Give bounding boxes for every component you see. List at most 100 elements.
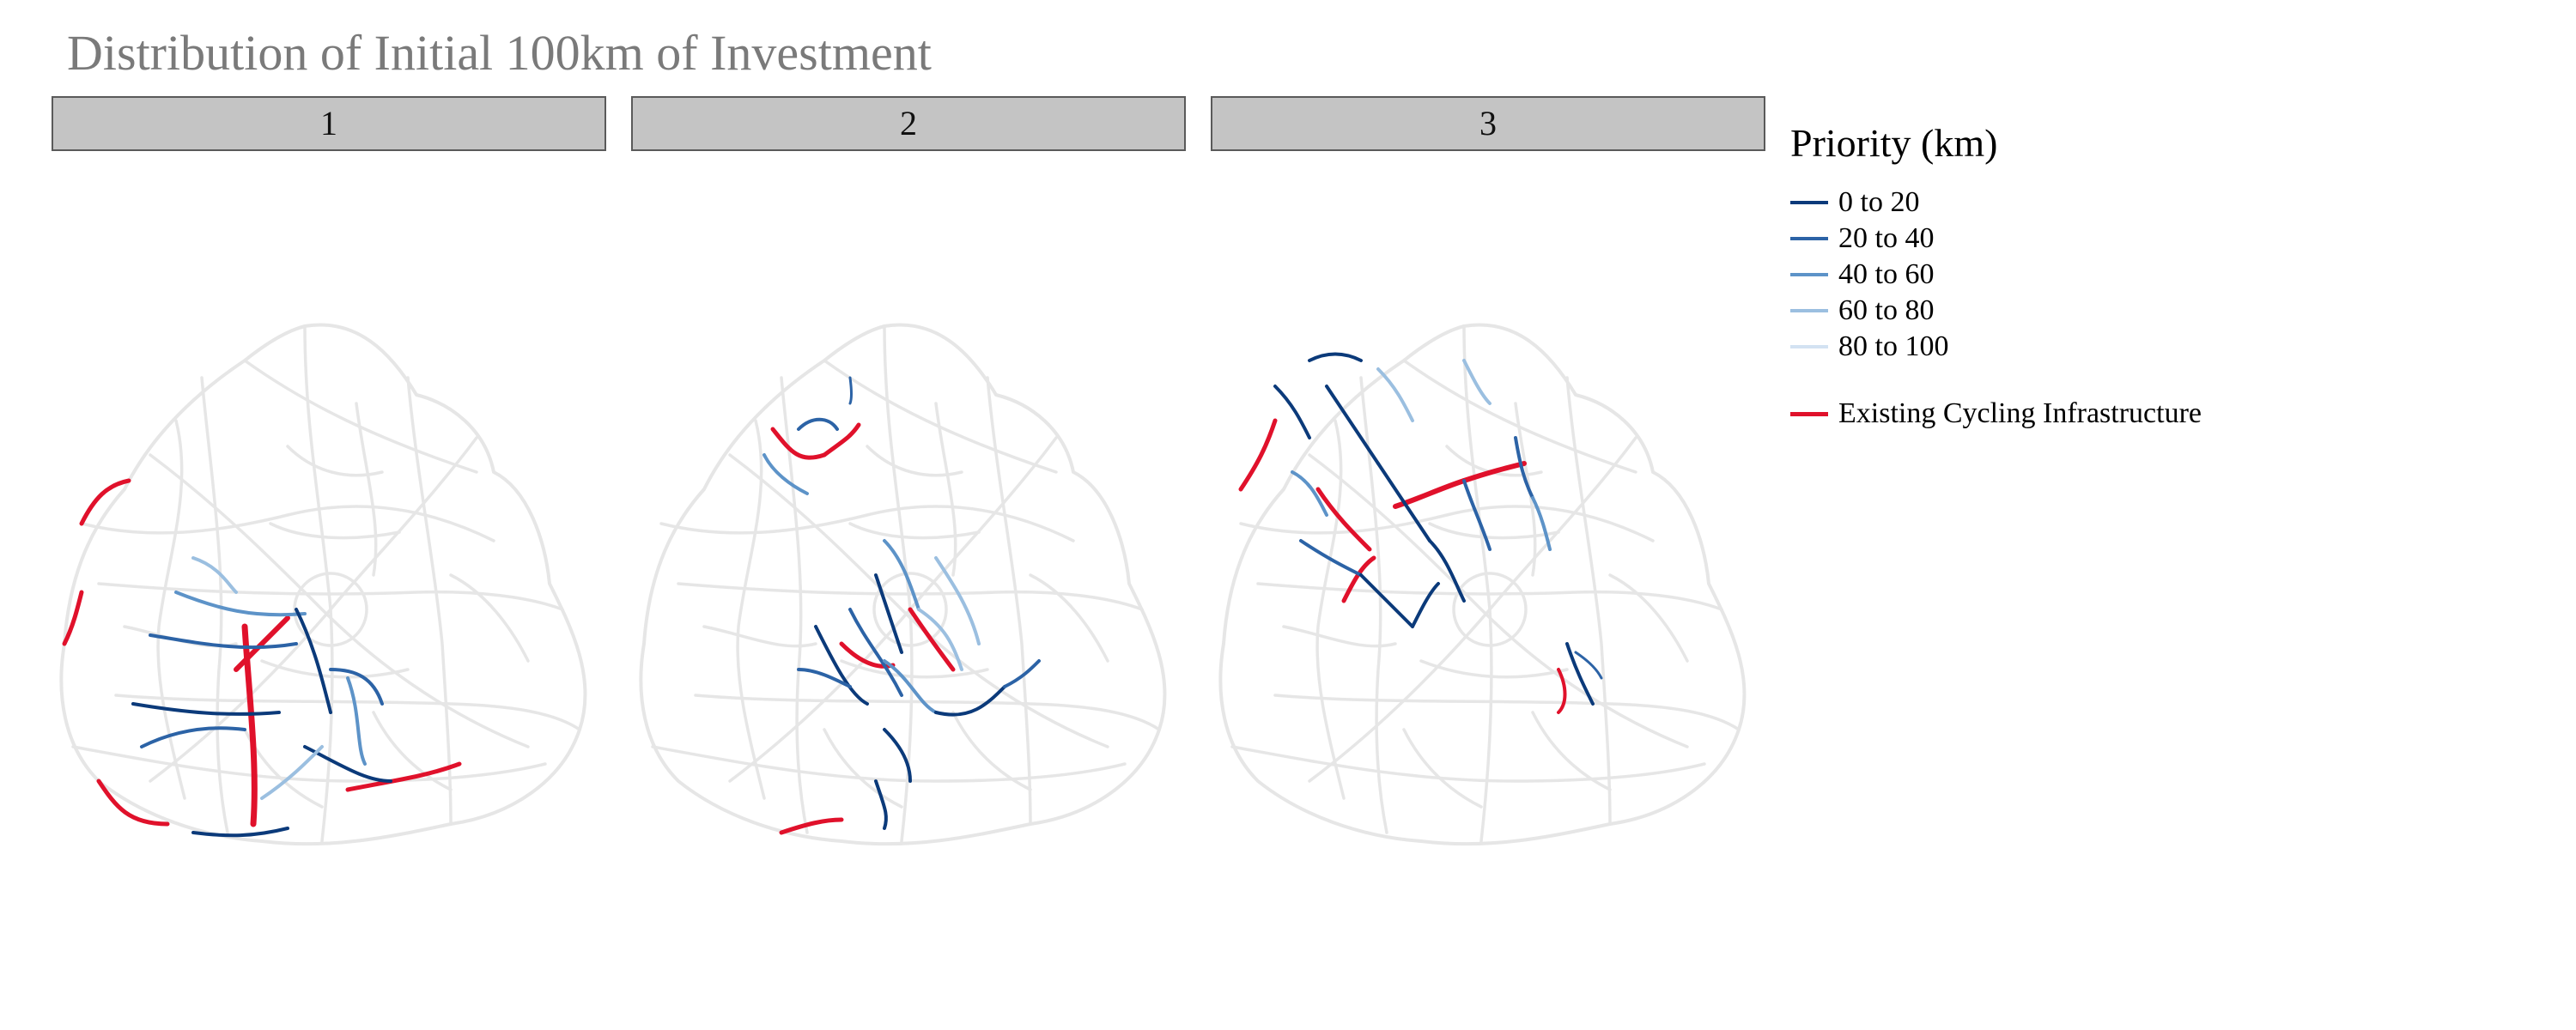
priority-route (191, 827, 289, 838)
network-road (848, 522, 981, 540)
network-road (1273, 694, 1741, 731)
existing-route (96, 779, 170, 827)
priority-route (797, 417, 839, 431)
network-road (97, 582, 564, 611)
network-road (702, 625, 817, 648)
priority-route (295, 608, 332, 714)
legend: Priority (km) 0 to 20 20 to 40 40 to 60 … (1790, 120, 2494, 432)
priority-route (329, 668, 384, 706)
network-boundary (639, 323, 1167, 846)
network-road (71, 745, 547, 783)
existing-route (770, 427, 827, 460)
network-road (1565, 376, 1612, 826)
network-road (1256, 582, 1723, 611)
priority-route (174, 591, 307, 617)
legend-label: 20 to 40 (1838, 222, 1935, 254)
priority-route (848, 376, 853, 405)
existing-route (1315, 487, 1372, 552)
legend-swatch (1790, 309, 1828, 312)
network-road (1230, 745, 1706, 783)
existing-route (908, 607, 956, 672)
legend-swatch (1790, 345, 1828, 348)
network-road (149, 453, 530, 748)
priority-route (1291, 470, 1328, 517)
existing-route (79, 478, 131, 526)
priority-route (1308, 352, 1363, 362)
priority-route (1428, 539, 1466, 603)
priority-route (1273, 385, 1311, 439)
network-road (1531, 711, 1612, 791)
network-road (951, 711, 1032, 791)
network-road (260, 659, 410, 679)
legend-item-existing: Existing Cycling Infrastructure (1790, 396, 2494, 432)
priority-route (1376, 367, 1414, 422)
existing-route (345, 761, 462, 792)
priority-route (883, 728, 912, 783)
priority-route (1325, 385, 1380, 465)
priority-route (191, 556, 238, 594)
legend-label: 0 to 20 (1838, 186, 1920, 218)
network-road (449, 573, 530, 663)
existing-route (1238, 418, 1278, 492)
network-road (1029, 573, 1109, 663)
network-road (1462, 324, 1493, 843)
network-road (1419, 659, 1569, 679)
existing-route (234, 615, 290, 672)
priority-route (1299, 539, 1363, 577)
network-boundary (59, 323, 587, 846)
network-road (823, 359, 1058, 474)
network-road (1452, 572, 1528, 647)
priority-route (1574, 651, 1603, 680)
legend-label: Existing Cycling Infrastructure (1838, 397, 2202, 429)
network-road (286, 445, 384, 477)
legend-item-20-40: 20 to 40 (1790, 221, 2494, 257)
priority-route (1462, 359, 1492, 405)
network-road (1608, 573, 1689, 663)
priority-route (260, 745, 324, 800)
priority-route (149, 633, 298, 650)
network-road (355, 402, 378, 577)
existing-route (779, 817, 844, 835)
existing-route (839, 641, 896, 669)
network-road (986, 376, 1032, 826)
network-road (1402, 359, 1637, 474)
priority-route (917, 608, 963, 671)
priority-route (883, 659, 938, 714)
network-road (872, 572, 948, 647)
network-road (80, 505, 495, 542)
network-road (372, 711, 453, 791)
map-panel-3 (1218, 323, 1747, 846)
map-panel-1 (59, 323, 587, 846)
priority-route (1514, 436, 1534, 500)
legend-swatch (1790, 273, 1828, 276)
existing-route (62, 590, 84, 646)
priority-route (1531, 496, 1552, 551)
legend-swatch (1790, 237, 1828, 240)
existing-route (1393, 478, 1467, 509)
priority-route (762, 453, 809, 495)
network-road (269, 522, 401, 540)
network-road (406, 376, 453, 826)
priority-route (934, 556, 981, 645)
legend-title: Priority (km) (1790, 121, 1998, 165)
network-road (156, 419, 186, 800)
network-road (659, 505, 1075, 542)
legend-swatch-existing (1790, 411, 1828, 416)
legend-swatch (1790, 201, 1828, 204)
network-road (866, 445, 963, 477)
priority-route (874, 573, 903, 654)
priority-route (874, 779, 888, 830)
priority-route (1462, 479, 1492, 551)
network-road (651, 745, 1127, 783)
priority-route (848, 608, 903, 697)
facet-strip-3: 3 (1211, 96, 1765, 151)
network-road (1308, 453, 1689, 748)
network-road (736, 419, 766, 800)
map-panel-2 (639, 323, 1167, 846)
priority-route (140, 726, 246, 748)
legend-item-60-80: 60 to 80 (1790, 293, 2494, 329)
network-road (1428, 522, 1560, 540)
network-road (677, 582, 1144, 611)
existing-route (241, 623, 258, 827)
network-boundary (1218, 323, 1747, 846)
